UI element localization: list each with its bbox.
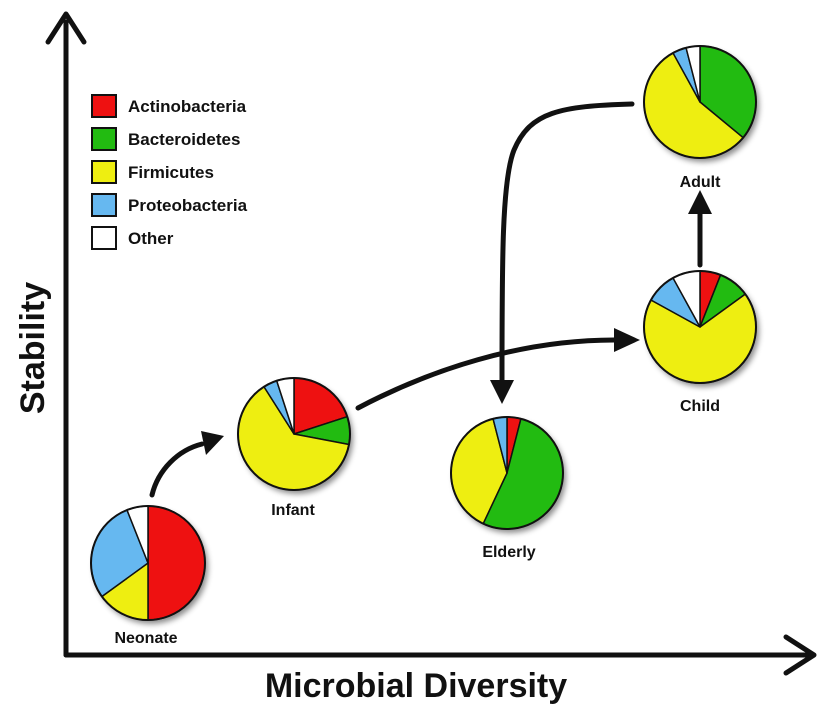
pie-elderly-outline bbox=[450, 416, 564, 530]
x-axis-arrowhead bbox=[783, 634, 817, 676]
transition-arrows bbox=[149, 101, 712, 498]
arrow-adult-to-elderly bbox=[499, 101, 635, 383]
legend-label-actinobacteria: Actinobacteria bbox=[128, 97, 247, 116]
pie-infant bbox=[237, 377, 351, 491]
stage-label-infant: Infant bbox=[271, 502, 315, 519]
arrow-infant-to-child bbox=[355, 337, 617, 411]
arrowhead-child-to-adult bbox=[688, 190, 712, 214]
y-axis-label: Stability bbox=[14, 282, 52, 414]
legend-label-bacteroidetes: Bacteroidetes bbox=[128, 130, 240, 149]
x-axis-label: Microbial Diversity bbox=[265, 667, 567, 705]
stage-label-neonate: Neonate bbox=[114, 630, 177, 647]
stage-label-child: Child bbox=[680, 398, 720, 415]
legend: Actinobacteria Bacteroidetes Firmicutes … bbox=[91, 94, 248, 250]
arrowhead-neonate-to-infant bbox=[201, 431, 224, 455]
legend-label-firmicutes: Firmicutes bbox=[128, 163, 214, 182]
pie-adult-outline bbox=[643, 45, 757, 159]
arrowhead-infant-to-child bbox=[614, 328, 640, 352]
pie-neonate-outline bbox=[90, 505, 206, 621]
legend-swatch-firmicutes bbox=[91, 160, 117, 184]
pie-neonate-slice-actinobacteria bbox=[147, 505, 206, 621]
legend-swatch-proteobacteria bbox=[91, 193, 117, 217]
pie-child-outline bbox=[643, 270, 757, 384]
arrow-neonate-to-infant bbox=[149, 441, 205, 498]
legend-swatch-bacteroidetes bbox=[91, 127, 117, 151]
y-axis-arrowhead bbox=[45, 11, 87, 45]
stage-label-elderly: Elderly bbox=[482, 544, 535, 561]
legend-label-other: Other bbox=[128, 229, 174, 248]
pie-infant-outline bbox=[237, 377, 351, 491]
pie-adult bbox=[643, 45, 757, 159]
legend-label-proteobacteria: Proteobacteria bbox=[128, 196, 248, 215]
stage-label-adult: Adult bbox=[680, 174, 722, 191]
pie-child bbox=[643, 270, 757, 384]
arrowhead-adult-to-elderly bbox=[490, 380, 514, 404]
legend-swatch-other bbox=[91, 226, 117, 250]
axes: Stability Microbial Diversity bbox=[14, 11, 817, 705]
pie-elderly bbox=[450, 416, 564, 530]
pie-neonate bbox=[90, 505, 206, 621]
legend-swatch-actinobacteria bbox=[91, 94, 117, 118]
